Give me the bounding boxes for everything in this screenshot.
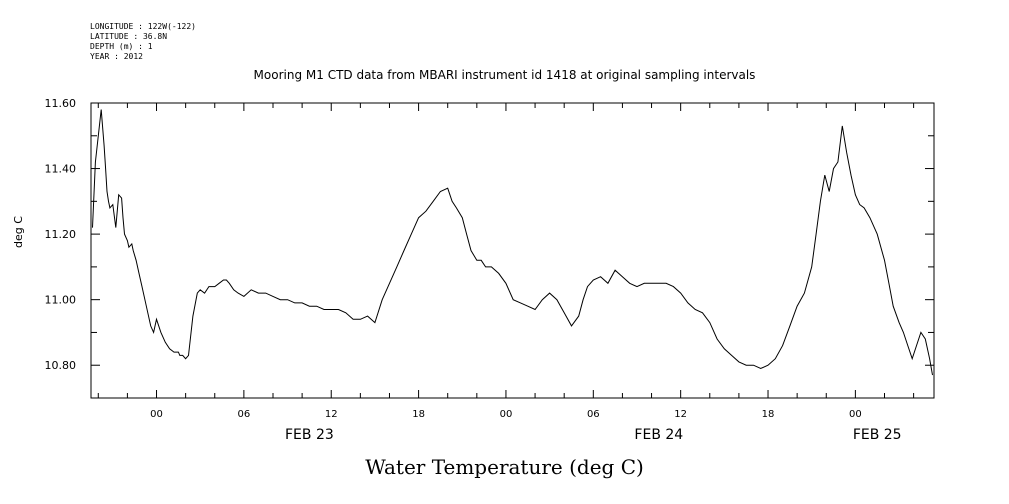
date-label: FEB 24 bbox=[634, 427, 683, 443]
plot-frame bbox=[90, 102, 935, 399]
y-tick-label: 11.60 bbox=[45, 97, 77, 110]
x-tick-labels: 00 06 12 18 00 06 12 18 00 bbox=[150, 409, 862, 420]
meta-depth: DEPTH (m) : 1 bbox=[90, 42, 153, 51]
y-tick-labels: 11.60 11.40 11.20 11.00 10.80 bbox=[45, 97, 77, 372]
x-tick-label: 00 bbox=[500, 409, 513, 420]
x-tick-label: 00 bbox=[849, 409, 862, 420]
x-tick-label: 18 bbox=[412, 409, 425, 420]
x-tick-label: 06 bbox=[587, 409, 600, 420]
meta-longitude: LONGITUDE : 122W(-122) bbox=[90, 22, 196, 31]
x-tick-label: 18 bbox=[762, 409, 775, 420]
x-tick-label: 00 bbox=[150, 409, 163, 420]
x-axis-label: Water Temperature (deg C) bbox=[365, 455, 644, 479]
x-tick-label: 12 bbox=[325, 409, 338, 420]
meta-year: YEAR : 2012 bbox=[90, 52, 143, 61]
y-tick-label: 11.20 bbox=[45, 228, 77, 241]
axis-ticks bbox=[91, 102, 934, 399]
x-tick-label: 12 bbox=[674, 409, 687, 420]
metadata-block: LONGITUDE : 122W(-122) LATITUDE : 36.8N … bbox=[90, 22, 196, 62]
y-tick-label: 11.40 bbox=[45, 163, 77, 176]
chart-title: Mooring M1 CTD data from MBARI instrumen… bbox=[253, 68, 756, 82]
series-line bbox=[92, 109, 933, 376]
meta-latitude: LATITUDE : 36.8N bbox=[90, 32, 168, 41]
x-tick-label: 06 bbox=[238, 409, 251, 420]
y-tick-label: 11.00 bbox=[45, 294, 77, 307]
date-label: FEB 23 bbox=[285, 427, 334, 443]
date-label: FEB 25 bbox=[853, 427, 902, 443]
date-labels: FEB 23 FEB 24 FEB 25 bbox=[285, 427, 902, 443]
y-tick-label: 10.80 bbox=[45, 359, 77, 372]
